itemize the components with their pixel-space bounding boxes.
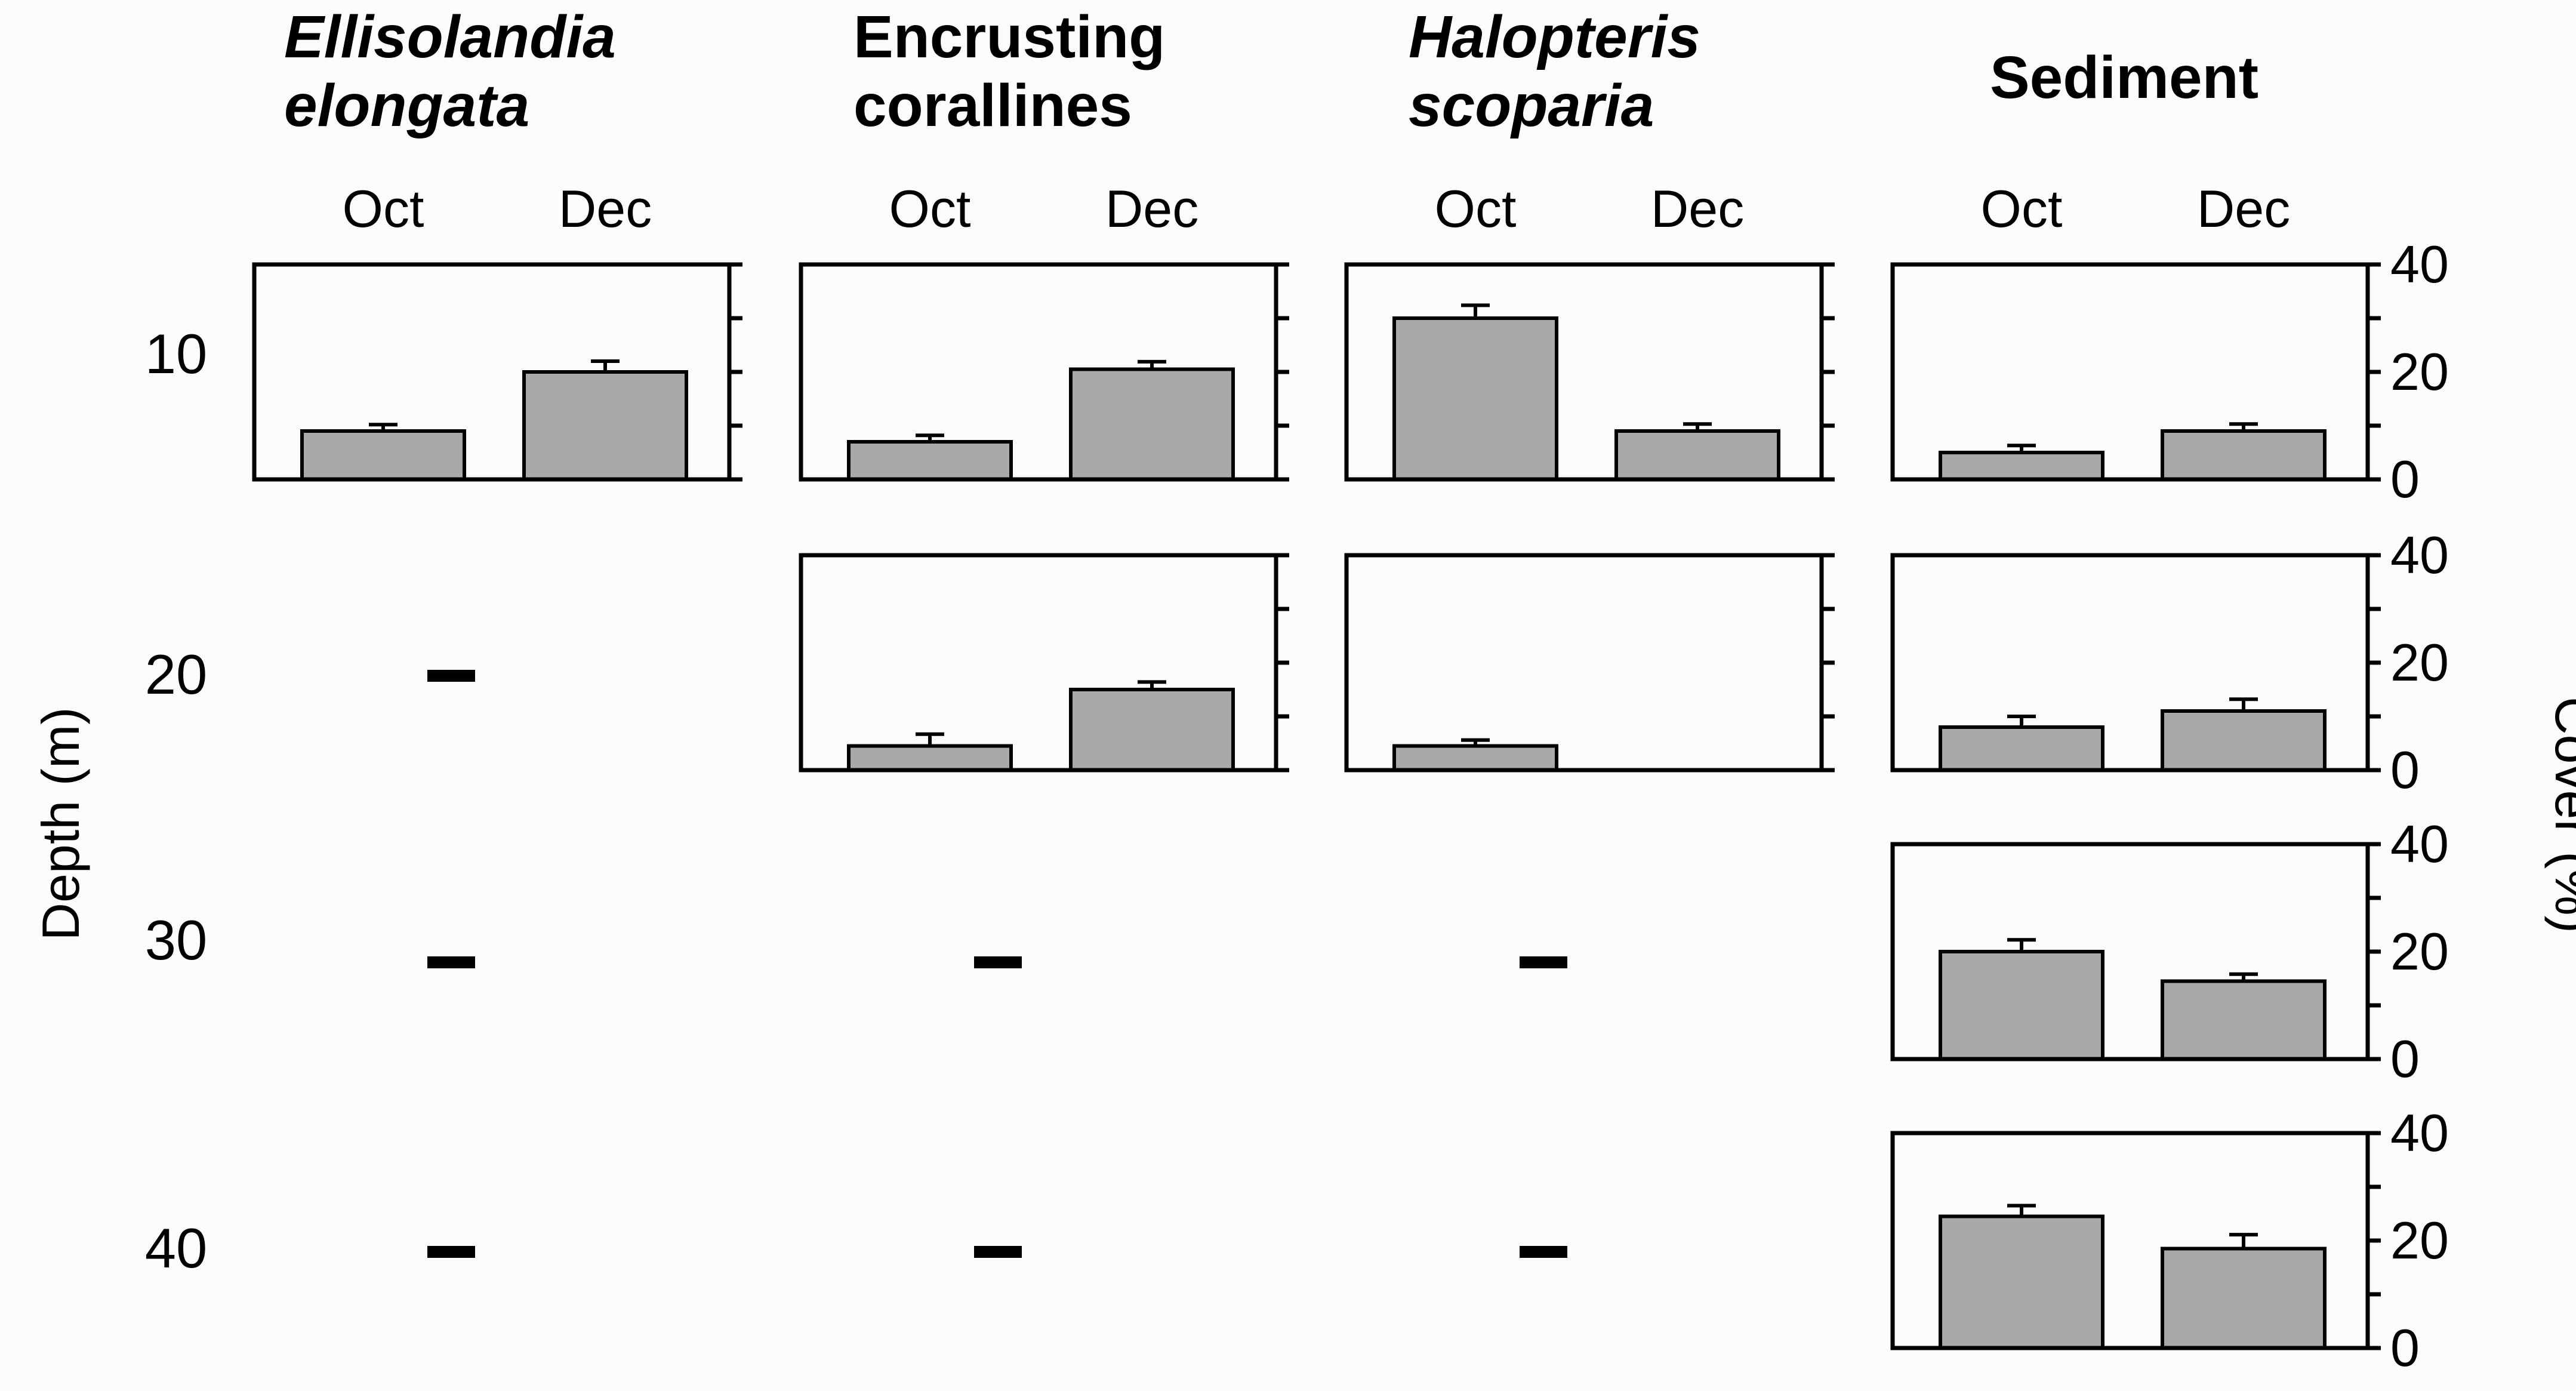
column-title-corallines-line-2: corallines xyxy=(853,72,1132,139)
month-label-sediment-dec: Dec xyxy=(2197,179,2291,238)
y-axis-label-depth: Depth (m) xyxy=(31,707,90,940)
y-tick-label-10m-20: 20 xyxy=(2390,342,2449,401)
bar-sediment-10m-dec xyxy=(2161,429,2327,481)
error-bar-corallines-10m-oct xyxy=(916,433,944,442)
depth-label-40: 40 xyxy=(145,1217,208,1279)
depth-label-30: 30 xyxy=(145,909,208,971)
absent-marker-halopteris-30m xyxy=(1520,956,1567,968)
panel-corallines-20m xyxy=(799,553,1289,773)
bar-halopteris-10m-dec xyxy=(1614,429,1780,481)
bar-corallines-10m-dec xyxy=(1069,367,1235,481)
bar-halopteris-20m-oct xyxy=(1392,744,1558,772)
bar-corallines-20m-dec xyxy=(1069,688,1235,772)
y-tick-label-40m-20: 20 xyxy=(2390,1211,2449,1270)
error-bar-sediment-20m-oct xyxy=(2007,715,2036,727)
y-tick-label-20m-20: 20 xyxy=(2390,633,2449,692)
y-tick-label-30m-40: 40 xyxy=(2390,814,2449,873)
error-bar-halopteris-20m-oct xyxy=(1461,738,1490,746)
bar-sediment-40m-oct xyxy=(1939,1214,2104,1350)
y-tick-label-10m-40: 40 xyxy=(2390,235,2449,294)
panels: 0 20 40 0 20 40 0 20 40 0 20 40 xyxy=(252,235,2449,1377)
y-tick-label-30m-0: 0 xyxy=(2390,1029,2420,1088)
column-title-ellisolandia-line-1: Ellisolandia xyxy=(284,4,616,70)
bar-sediment-30m-dec xyxy=(2161,979,2327,1061)
bar-corallines-10m-oct xyxy=(847,440,1013,481)
error-bar-sediment-30m-oct xyxy=(2007,938,2036,952)
bar-ellisolandia-10m-dec xyxy=(522,370,688,481)
absent-marker-halopteris-40m xyxy=(1520,1246,1567,1258)
panel-ellisolandia-10m xyxy=(252,262,742,482)
month-label-corallines-oct: Oct xyxy=(889,179,971,238)
error-bar-corallines-20m-oct xyxy=(916,732,944,746)
panel-sediment-20m: 0 20 40 xyxy=(1890,525,2449,799)
bar-sediment-20m-dec xyxy=(2161,709,2327,772)
month-label-halopteris-oct: Oct xyxy=(1435,179,1517,238)
month-label-ellisolandia-oct: Oct xyxy=(343,179,424,238)
error-bar-ellisolandia-10m-oct xyxy=(369,423,398,431)
panel-sediment-40m: 0 20 40 xyxy=(1890,1103,2449,1377)
panel-sediment-10m: 0 20 40 xyxy=(1890,235,2449,509)
absent-markers xyxy=(427,670,1567,1258)
error-bar-ellisolandia-10m-dec xyxy=(591,359,620,372)
column-title-halopteris-line-1: Halopteris xyxy=(1409,4,1700,70)
month-label-halopteris-dec: Dec xyxy=(1651,179,1745,238)
depth-labels: 10 20 30 40 xyxy=(145,322,208,1279)
bar-sediment-30m-oct xyxy=(1939,950,2104,1061)
panel-halopteris-20m xyxy=(1344,553,1835,773)
depth-label-20: 20 xyxy=(145,643,208,706)
y-tick-label-10m-0: 0 xyxy=(2390,450,2420,509)
bar-sediment-40m-dec xyxy=(2161,1247,2327,1350)
absent-marker-ellisolandia-30m xyxy=(427,956,475,968)
panel-frame-halopteris-20m xyxy=(1344,553,1824,773)
error-bar-sediment-10m-dec xyxy=(2229,422,2258,431)
panel-halopteris-10m xyxy=(1344,262,1835,482)
y-tick-label-40m-40: 40 xyxy=(2390,1103,2449,1162)
absent-marker-corallines-40m xyxy=(974,1246,1022,1258)
column-title-halopteris-line-2: scoparia xyxy=(1409,72,1654,139)
panel-corallines-10m xyxy=(799,262,1289,482)
error-bar-sediment-30m-dec xyxy=(2229,972,2258,981)
error-bar-sediment-40m-dec xyxy=(2229,1233,2258,1249)
bar-corallines-20m-oct xyxy=(847,744,1013,772)
y-tick-label-20m-40: 40 xyxy=(2390,525,2449,584)
error-bar-halopteris-10m-oct xyxy=(1461,303,1490,318)
depth-label-10: 10 xyxy=(145,322,208,385)
column-title-corallines-line-1: Encrusting xyxy=(853,4,1165,70)
bar-sediment-10m-oct xyxy=(1939,451,2104,481)
column-title-ellisolandia-line-2: elongata xyxy=(284,72,529,139)
absent-marker-corallines-30m xyxy=(974,956,1022,968)
y-axis-label-cover: Cover (%) xyxy=(2544,697,2576,933)
error-bar-sediment-40m-oct xyxy=(2007,1204,2036,1217)
y-tick-label-40m-0: 0 xyxy=(2390,1318,2420,1377)
absent-marker-ellisolandia-20m xyxy=(427,670,475,682)
panel-sediment-30m: 0 20 40 xyxy=(1890,814,2449,1088)
error-bar-corallines-10m-dec xyxy=(1138,359,1166,370)
month-label-ellisolandia-dec: Dec xyxy=(559,179,652,238)
column-title-sediment-line-1: Sediment xyxy=(1990,44,2258,111)
error-bar-sediment-20m-dec xyxy=(2229,697,2258,711)
y-tick-label-20m-0: 0 xyxy=(2390,740,2420,799)
month-labels: Oct Dec Oct Dec Oct Dec Oct Dec xyxy=(343,179,2291,238)
error-bar-sediment-10m-oct xyxy=(2007,444,2036,453)
bar-sediment-20m-oct xyxy=(1939,725,2104,772)
bar-halopteris-10m-oct xyxy=(1392,316,1558,481)
absent-marker-ellisolandia-40m xyxy=(427,1246,475,1258)
y-tick-label-30m-20: 20 xyxy=(2390,922,2449,981)
bar-ellisolandia-10m-oct xyxy=(300,429,466,481)
error-bar-halopteris-10m-dec xyxy=(1683,422,1712,431)
month-label-corallines-dec: Dec xyxy=(1105,179,1199,238)
error-bar-corallines-20m-dec xyxy=(1138,680,1166,690)
month-label-sediment-oct: Oct xyxy=(1981,179,2063,238)
